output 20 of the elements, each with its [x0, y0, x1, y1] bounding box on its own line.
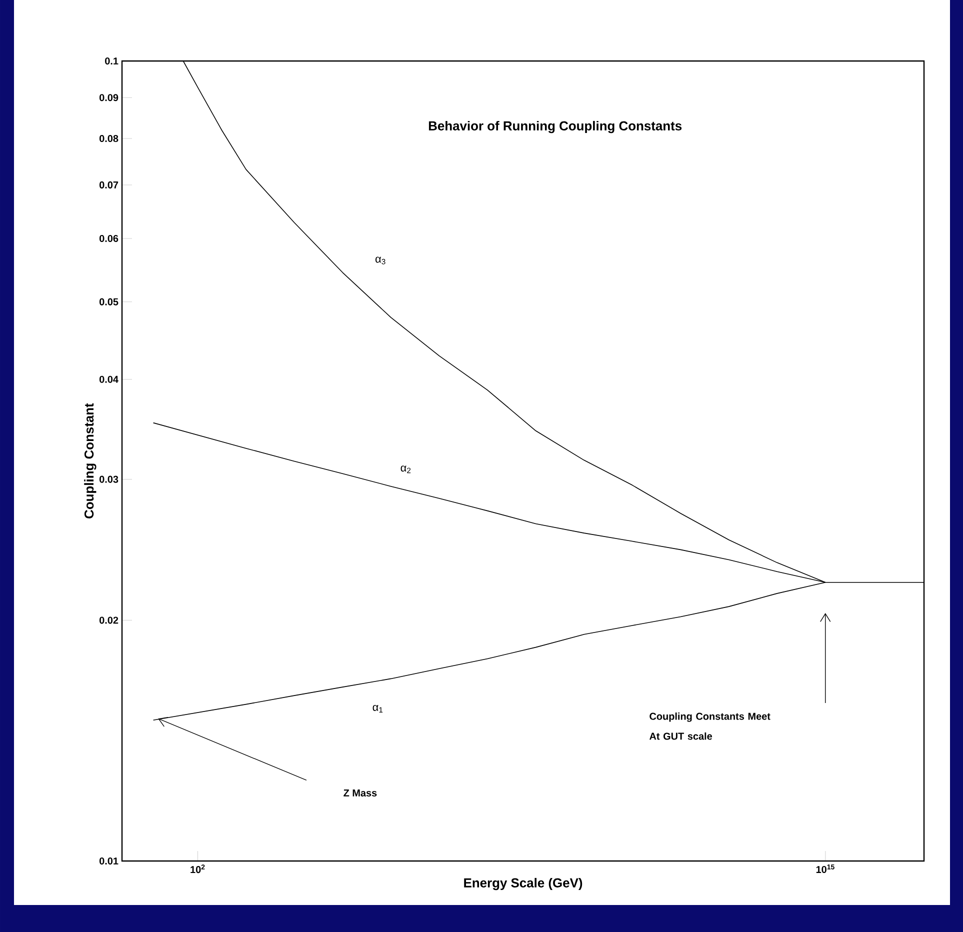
y-axis-title: Coupling Constant: [84, 403, 96, 518]
annotation: Z Mass: [344, 790, 377, 796]
y-tick-label: 0.01: [99, 857, 118, 865]
y-tick-label: 0.03: [99, 476, 118, 483]
y-tick-label: 0.05: [99, 298, 118, 306]
x-tick-label: 10$^{2}$: [190, 864, 205, 874]
y-tick-label: 0.08: [99, 135, 118, 142]
x-axis-title: Energy Scale (GeV): [464, 878, 582, 890]
series-label: α$_{2}$: [400, 466, 411, 474]
x-tick-label: 10$^{15}$: [816, 864, 834, 874]
text: α$_{1}$: [372, 704, 383, 712]
text: α$_{3}$: [376, 256, 386, 264]
y-tick-label: 0.06: [99, 234, 118, 242]
y-tick-label: 0.02: [99, 616, 118, 624]
y-tick-label: 0.07: [99, 181, 118, 188]
y-tick-label: 0.1: [105, 57, 118, 65]
text: Behavior of Running Coupling Constants: [428, 120, 682, 134]
y-tick-label: 0.04: [99, 376, 118, 383]
y-tick-label: 0.09: [99, 94, 118, 102]
annotation: Coupling Constants Meet At GUT scale: [649, 712, 770, 740]
